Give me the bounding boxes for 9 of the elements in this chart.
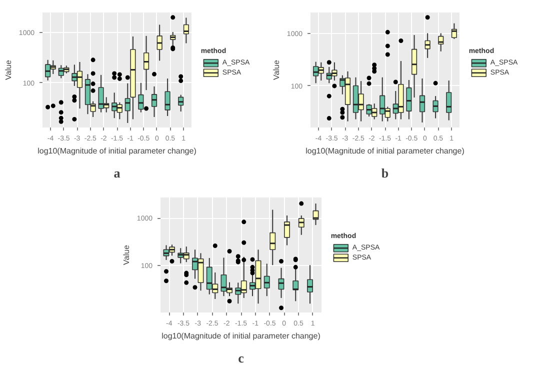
x-axis-title: log10(Magnitude of initial parameter change) (38, 146, 197, 156)
text: b (381, 166, 389, 180)
y-axis-title: Value (122, 244, 131, 265)
y-axis-title: Value (272, 60, 281, 80)
y-axis-title: Value (4, 60, 13, 80)
x-axis-title: log10(Magnitude of initial parameter change) (306, 146, 465, 156)
text: c (238, 350, 244, 366)
x-axis-title: log10(Magnitude of initial parameter change) (162, 332, 321, 340)
text: a (114, 166, 121, 180)
